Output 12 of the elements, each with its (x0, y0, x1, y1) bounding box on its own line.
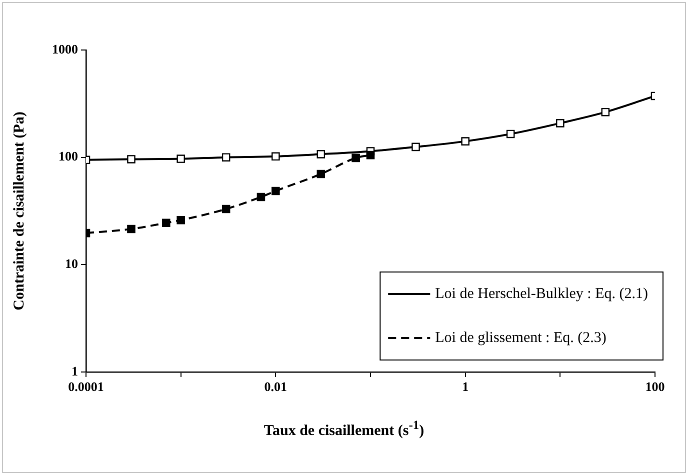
y-tick-label: 100 (58, 148, 78, 164)
legend-label: Loi de glissement : Eq. (2.3) (435, 330, 606, 346)
y-tick-label: 1000 (52, 41, 78, 56)
y-axis-title: Contrainte de cisaillement (Pa) (12, 112, 28, 310)
x-tick-label: 1 (462, 379, 469, 394)
x-tick-label: 0.01 (264, 379, 288, 394)
x-tick-label: 100 (645, 379, 665, 394)
legend-label: Loi de Herschel-Bulkley : Eq. (2.1) (435, 286, 648, 302)
x-axis-title: Taux de cisaillement (s$^{-1}$) (262, 418, 426, 440)
y-tick-label: 1 (72, 363, 78, 378)
y-tick-label: 10 (65, 256, 78, 272)
x-tick-label: 0.0001 (68, 379, 104, 394)
